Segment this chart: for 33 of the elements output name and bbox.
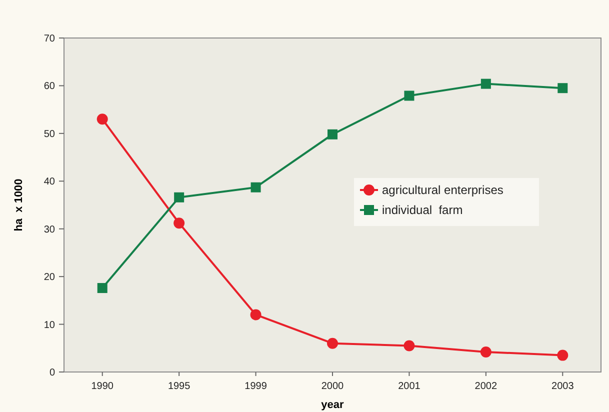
- point: [557, 350, 568, 361]
- x-tick-label: 1999: [244, 381, 268, 392]
- x-tick-label: 2000: [321, 381, 344, 392]
- x-axis-title: year: [321, 399, 345, 411]
- point: [480, 78, 491, 89]
- point: [327, 338, 338, 349]
- y-tick-label: 50: [44, 128, 56, 140]
- point: [328, 129, 338, 140]
- x-tick-label: 2003: [552, 381, 574, 392]
- x-tick-label: 1995: [168, 381, 191, 392]
- y-tick-label: 20: [44, 272, 56, 284]
- point: [404, 90, 414, 101]
- point: [250, 182, 261, 192]
- point: [558, 83, 568, 94]
- legend-label: individual farm: [382, 203, 463, 218]
- legend-label: agricultural enterprises: [382, 183, 504, 198]
- x-tick-label: 2001: [398, 381, 421, 392]
- y-axis-title: ha x 1000: [13, 178, 25, 232]
- y-tick-label: 30: [44, 224, 56, 236]
- point: [480, 346, 492, 358]
- y-tick-label: 0: [49, 368, 56, 378]
- y-tick-label: 40: [44, 176, 56, 188]
- point: [97, 283, 108, 294]
- y-tick-label: 70: [44, 34, 56, 44]
- point: [174, 218, 185, 229]
- y-tick-label: 60: [44, 81, 56, 92]
- point: [96, 114, 108, 125]
- x-tick-label: 2002: [474, 381, 498, 392]
- x-tick-label: 1990: [91, 381, 114, 392]
- y-tick-label: 10: [44, 320, 56, 331]
- point: [250, 309, 262, 320]
- point: [174, 192, 184, 202]
- point: [404, 340, 415, 352]
